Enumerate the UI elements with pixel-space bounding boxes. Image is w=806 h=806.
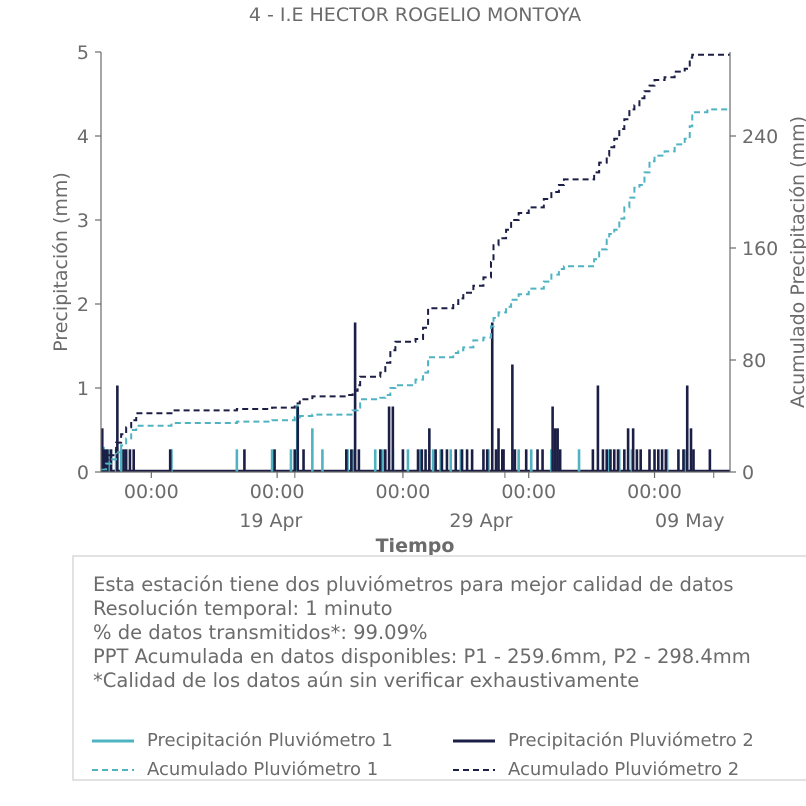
legend-label-p1-acum: Acumulado Pluviómetro 1 <box>147 759 379 780</box>
x-date-label: 09 May <box>655 510 725 532</box>
legend-label-p1-precip: Precipitación Pluviómetro 1 <box>147 730 393 751</box>
y-tick-label: 0 <box>77 462 89 484</box>
x-tick-label: 00:00 <box>627 481 682 503</box>
y-tick-label: 3 <box>77 210 89 232</box>
ticks-layer: 0 1 2 3 4 5 0 80 160 240 00:00 00:00 00:00 00:00 00:00… <box>77 42 778 532</box>
chart-title: 4 - I.E HECTOR ROGELIO MONTOYA <box>249 4 581 26</box>
series-p1-acum-line <box>101 108 730 471</box>
x-tick-label: 00:00 <box>250 481 305 503</box>
y-tick-label: 5 <box>77 42 89 64</box>
y-right-tick-label: 160 <box>742 238 778 260</box>
series-p2-precip <box>100 322 712 472</box>
y-right-tick-label: 0 <box>742 462 754 484</box>
x-date-label: 29 Apr <box>449 510 512 532</box>
legend-swatches-left <box>92 739 134 771</box>
x-tick-label: 00:00 <box>376 481 431 503</box>
info-text: Esta estación tiene dos pluviómetros par… <box>93 573 751 693</box>
y-axis-right-label: Acumulado Precipitación (mm) <box>787 116 806 408</box>
info-line-1: Esta estación tiene dos pluviómetros par… <box>93 573 734 596</box>
x-axis-label: Tiempo <box>376 535 455 557</box>
y-right-tick-label: 240 <box>742 126 778 148</box>
series-layer <box>100 53 730 473</box>
x-tick-label: 00:00 <box>501 481 556 503</box>
info-line-2: Resolución temporal: 1 minuto <box>93 597 393 620</box>
legend-label-p2-acum: Acumulado Pluviómetro 2 <box>508 759 740 780</box>
y-axis-label: Precipitación (mm) <box>50 172 72 352</box>
legend-label-p2-precip: Precipitación Pluviómetro 2 <box>508 730 754 751</box>
info-box <box>72 555 806 781</box>
x-tick-label: 00:00 <box>124 481 179 503</box>
y-tick-label: 2 <box>77 294 89 316</box>
x-date-label: 19 Apr <box>239 510 302 532</box>
y-tick-label: 4 <box>77 126 89 148</box>
axes-layer <box>100 52 731 473</box>
y-tick-label: 1 <box>77 378 89 400</box>
y-right-tick-label: 80 <box>742 350 766 372</box>
info-line-3: % de datos transmitidos*: 99.09% <box>93 621 428 644</box>
info-line-5: *Calidad de los datos aún sin verificar … <box>93 669 640 692</box>
legend-swatches-right <box>453 739 495 771</box>
info-line-4: PPT Acumulada en datos disponibles: P1 -… <box>93 645 751 668</box>
series-p2-acum-line <box>101 53 730 469</box>
